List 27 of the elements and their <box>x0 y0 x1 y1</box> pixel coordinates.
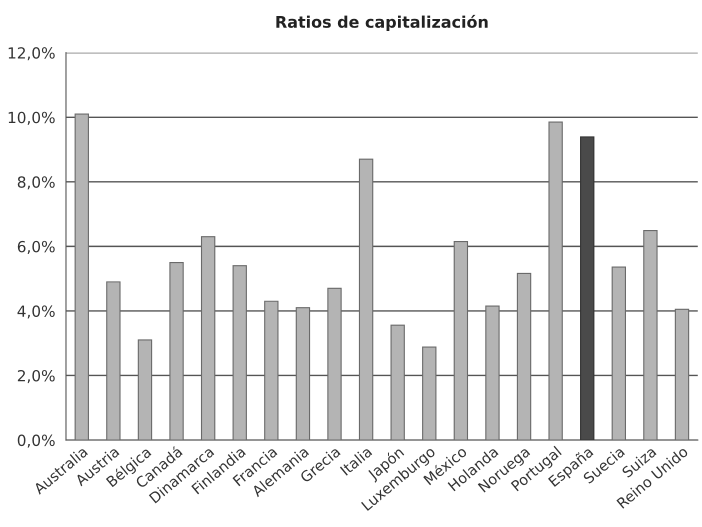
bar <box>390 324 405 440</box>
bar <box>358 158 374 440</box>
y-tick-label: 10,0% <box>8 112 55 125</box>
bar <box>327 288 342 440</box>
y-tick-label: 4,0% <box>18 305 55 319</box>
bar <box>485 306 500 440</box>
bar <box>264 300 279 440</box>
bar <box>296 307 310 440</box>
bar <box>232 265 247 440</box>
bar <box>674 308 690 440</box>
y-tick-label: 2,0% <box>18 370 55 384</box>
bar <box>516 272 532 440</box>
y-tick-label: 6,0% <box>18 240 55 254</box>
bar <box>422 346 436 440</box>
y-tick-label: 0,0% <box>18 434 55 448</box>
bar <box>548 122 563 440</box>
bar <box>74 113 89 440</box>
bar <box>454 240 468 440</box>
bar <box>612 266 626 440</box>
bar <box>138 339 152 440</box>
bar <box>200 236 216 440</box>
y-tick-label: 12,0% <box>8 47 55 60</box>
y-tick-label: 8,0% <box>18 176 55 190</box>
bar <box>643 230 658 440</box>
bar <box>106 281 121 440</box>
chart-title: Ratios de capitalización <box>276 14 488 32</box>
bar <box>169 262 184 440</box>
